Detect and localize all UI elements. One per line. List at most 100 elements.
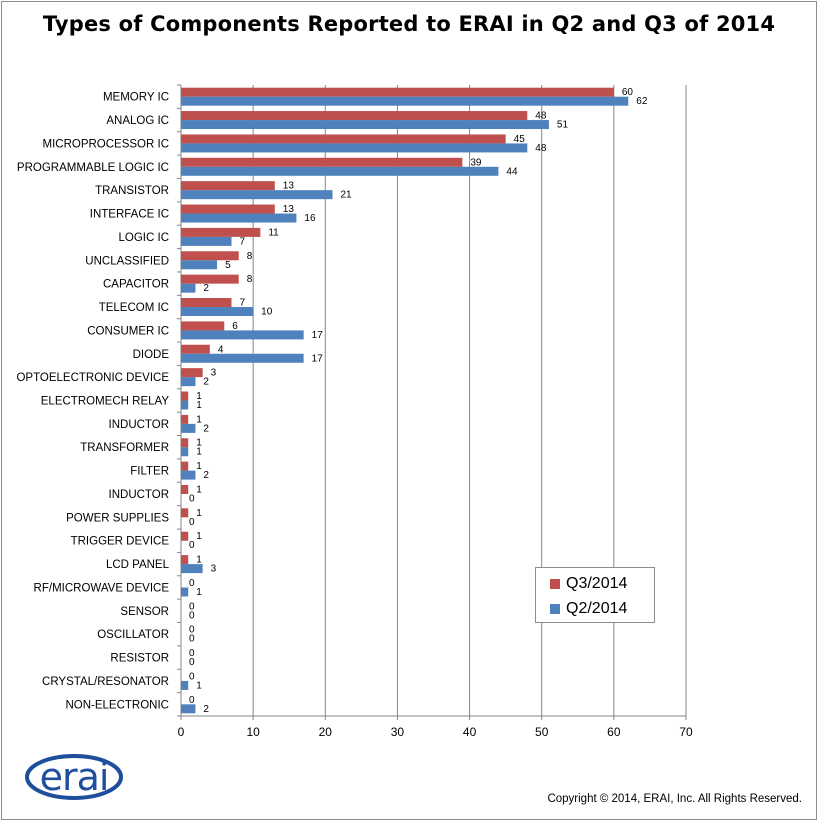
data-label-q2: 62 [636, 96, 648, 107]
data-label-q2: 44 [506, 166, 518, 177]
logo-text: erai [40, 755, 109, 799]
x-tick-label: 40 [463, 725, 477, 739]
legend-item-q2: Q2/2014 [550, 599, 627, 619]
bar-q2 [181, 470, 196, 480]
bar-q2 [181, 587, 189, 597]
category-label: ANALOG IC [106, 115, 169, 127]
bar-q2 [181, 353, 304, 363]
x-tick-label: 0 [178, 725, 185, 739]
category-label: INDUCTOR [109, 419, 169, 431]
category-label: MICROPROCESSOR IC [42, 138, 169, 150]
bar-q3 [181, 251, 239, 261]
category-label: OPTOELECTRONIC DEVICE [16, 372, 169, 384]
data-label-q3: 1 [196, 461, 202, 472]
category-label: TELECOM IC [99, 302, 169, 314]
bar-q3 [181, 531, 189, 541]
x-tick-label: 30 [391, 725, 405, 739]
data-label-q3: 39 [470, 157, 482, 168]
data-label-q2: 2 [203, 704, 209, 715]
bar-q3 [181, 157, 463, 167]
data-label-q3: 3 [211, 368, 217, 379]
data-label-q3: 8 [247, 274, 253, 285]
data-label-q3: 6 [232, 321, 238, 332]
bar-q3 [181, 484, 189, 494]
bar-q3 [181, 321, 225, 331]
data-label-q2: 0 [189, 610, 195, 621]
bar-q2 [181, 704, 196, 714]
bar-q2 [181, 120, 549, 130]
bar-q2 [181, 96, 629, 106]
category-label: ELECTROMECH RELAY [41, 396, 170, 408]
x-tick-label: 10 [246, 725, 260, 739]
legend-label-q3: Q3/2014 [566, 575, 628, 592]
data-label-q3: 8 [247, 251, 253, 262]
category-label: LCD PANEL [106, 559, 170, 571]
category-label: LOGIC IC [119, 232, 169, 244]
bar-q2 [181, 377, 196, 387]
data-label-q2: 48 [535, 143, 547, 154]
data-label-q2: 3 [211, 564, 217, 575]
chart-title: Types of Components Reported to ERAI in … [42, 12, 776, 36]
bar-q3 [181, 461, 189, 471]
bar-q2 [181, 400, 189, 410]
legend-label-q2: Q2/2014 [566, 600, 628, 617]
bar-q3 [181, 274, 239, 284]
bar-q3 [181, 368, 203, 378]
bar-q3 [181, 344, 210, 354]
bar-q3 [181, 181, 275, 191]
category-label: INTERFACE IC [90, 209, 169, 221]
category-label: DIODE [133, 349, 170, 361]
data-label-q2: 0 [189, 493, 195, 504]
data-label-q2: 17 [312, 353, 324, 364]
bar-q3 [181, 134, 506, 144]
data-label-q3: 11 [268, 227, 279, 238]
data-label-q3: 1 [196, 484, 202, 495]
data-label-q3: 1 [196, 438, 202, 449]
bar-q2 [181, 190, 333, 200]
data-label-q2: 0 [189, 634, 195, 645]
data-label-q3: 0 [189, 671, 195, 682]
category-label: RF/MICROWAVE DEVICE [34, 582, 170, 594]
bar-q2 [181, 236, 232, 246]
data-label-q3: 1 [196, 391, 202, 402]
data-label-q2: 0 [189, 517, 195, 528]
data-label-q2: 17 [312, 330, 324, 341]
category-label: POWER SUPPLIES [66, 512, 169, 524]
data-label-q3: 1 [196, 414, 202, 425]
data-label-q2: 2 [203, 283, 209, 294]
data-label-q2: 16 [304, 213, 316, 224]
category-label: FILTER [130, 466, 169, 478]
data-label-q3: 13 [283, 204, 295, 215]
data-label-q2: 10 [261, 307, 273, 318]
bar-q2 [181, 307, 254, 317]
data-label-q3: 0 [189, 578, 195, 589]
data-label-q3: 48 [535, 111, 547, 122]
category-label: INDUCTOR [109, 489, 169, 501]
x-tick-label: 20 [319, 725, 333, 739]
erai-logo-icon: erai [25, 754, 123, 800]
data-label-q3: 13 [283, 181, 295, 192]
legend: Q3/2014 Q2/2014 [535, 567, 655, 623]
data-label-q2: 7 [240, 236, 246, 247]
category-label: CAPACITOR [103, 279, 169, 291]
data-label-q2: 2 [203, 423, 209, 434]
legend-swatch-q2 [550, 604, 560, 614]
bar-q3 [181, 391, 189, 401]
legend-item-q3: Q3/2014 [550, 574, 627, 594]
data-label-q2: 2 [203, 377, 209, 388]
data-label-q2: 1 [196, 680, 202, 691]
bar-q3 [181, 298, 232, 308]
x-tick-label: 50 [535, 725, 549, 739]
data-label-q3: 4 [218, 344, 224, 355]
category-label: NON-ELECTRONIC [65, 699, 169, 711]
category-label: UNCLASSIFIED [85, 255, 169, 267]
data-label-q3: 0 [189, 625, 195, 636]
data-label-q2: 1 [196, 587, 202, 598]
x-tick-label: 60 [607, 725, 621, 739]
data-label-q2: 1 [196, 400, 202, 411]
data-label-q3: 0 [189, 695, 195, 706]
bar-q3 [181, 414, 189, 424]
category-label: TRIGGER DEVICE [71, 536, 170, 548]
data-label-q3: 0 [189, 648, 195, 659]
